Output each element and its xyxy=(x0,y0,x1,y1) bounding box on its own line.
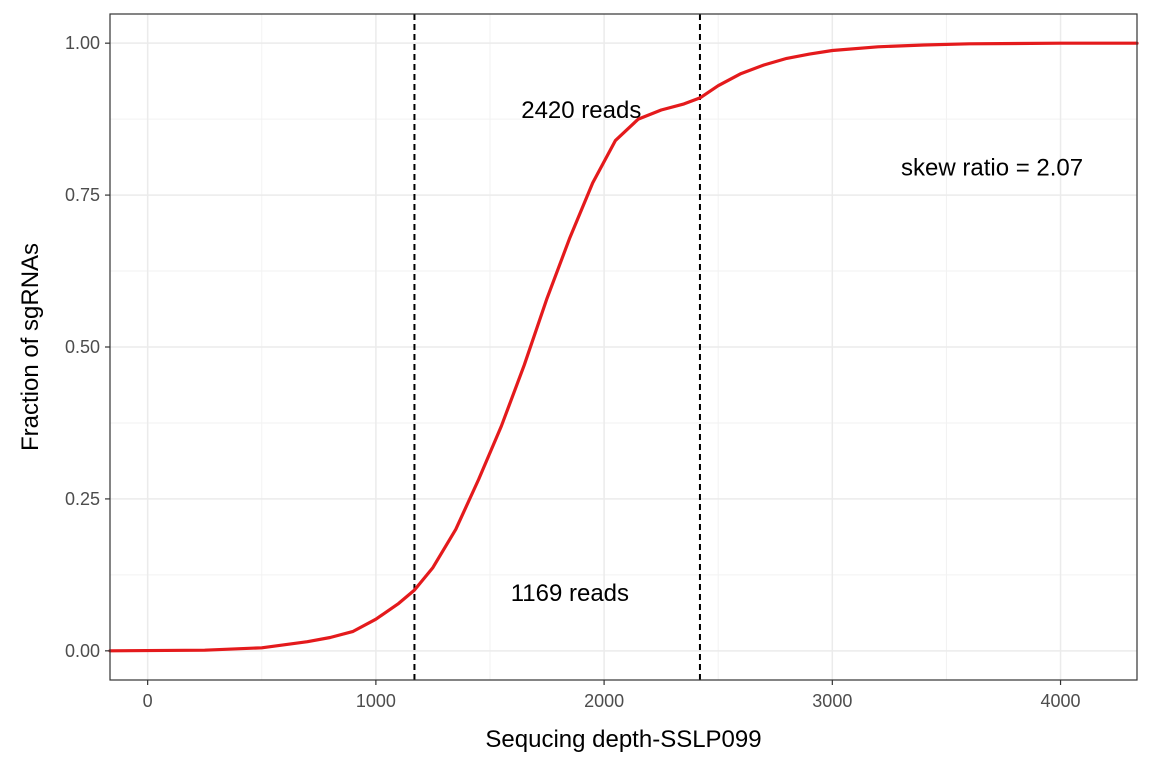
y-tick-label: 0.75 xyxy=(65,185,100,205)
series-layer xyxy=(108,41,1139,653)
annotation-label: skew ratio = 2.07 xyxy=(901,155,1083,182)
annotation-label: 2420 reads xyxy=(521,97,641,124)
y-tick-label: 0.25 xyxy=(65,489,100,509)
y-tick-label: 0.50 xyxy=(65,337,100,357)
x-tick-label: 3000 xyxy=(812,691,852,711)
x-axis-title: Sequcing depth-SSLP099 xyxy=(485,726,761,753)
major-gridlines xyxy=(110,14,1137,680)
annotation-label: 1169 reads xyxy=(511,580,629,607)
minor-gridlines xyxy=(110,14,1137,680)
annotations: 2420 reads 1169 reads skew ratio = 2.07 xyxy=(511,97,1083,607)
y-tick-label: 0.00 xyxy=(65,641,100,661)
reference-lines xyxy=(413,14,701,680)
series-line-0 xyxy=(108,41,1139,653)
axis-ticks: 0 1000 2000 3000 4000 0.00 0.25 0.50 0.75 1.00 xyxy=(65,33,1081,711)
y-axis-title: Fraction of sgRNAs xyxy=(17,243,44,451)
x-tick-label: 1000 xyxy=(356,691,396,711)
x-tick-label: 2000 xyxy=(584,691,624,711)
y-tick-label: 1.00 xyxy=(65,33,100,53)
x-tick-label: 0 xyxy=(143,691,153,711)
x-tick-label: 4000 xyxy=(1041,691,1081,711)
